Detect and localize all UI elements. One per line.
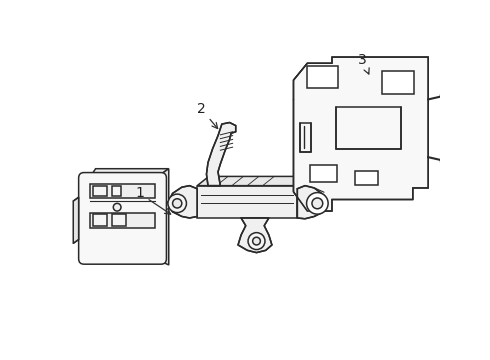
Circle shape xyxy=(307,193,328,214)
Bar xyxy=(90,184,155,198)
Bar xyxy=(307,66,338,88)
Circle shape xyxy=(443,158,450,164)
Polygon shape xyxy=(197,186,297,218)
Bar xyxy=(300,122,311,152)
Polygon shape xyxy=(89,169,169,178)
Polygon shape xyxy=(74,197,78,243)
Circle shape xyxy=(312,198,323,209)
Circle shape xyxy=(113,203,121,211)
Circle shape xyxy=(168,194,187,213)
Bar xyxy=(93,214,107,226)
Circle shape xyxy=(253,237,260,245)
Bar xyxy=(382,71,415,94)
Circle shape xyxy=(443,93,450,99)
Text: 2: 2 xyxy=(196,102,218,129)
Text: 3: 3 xyxy=(358,53,369,74)
Bar xyxy=(355,171,378,185)
Bar xyxy=(336,107,401,149)
Polygon shape xyxy=(156,169,169,265)
Circle shape xyxy=(248,233,265,249)
Bar xyxy=(112,214,125,226)
Bar xyxy=(93,186,107,195)
FancyBboxPatch shape xyxy=(78,172,167,264)
Polygon shape xyxy=(206,122,236,186)
Polygon shape xyxy=(168,186,197,218)
Bar xyxy=(311,165,337,182)
Polygon shape xyxy=(294,57,428,211)
Polygon shape xyxy=(297,186,327,219)
Text: 1: 1 xyxy=(135,186,171,214)
Bar xyxy=(112,186,121,195)
Circle shape xyxy=(172,199,182,208)
Bar xyxy=(90,213,155,228)
Polygon shape xyxy=(197,176,309,186)
Circle shape xyxy=(441,155,453,167)
Polygon shape xyxy=(238,218,272,253)
Circle shape xyxy=(441,89,453,102)
